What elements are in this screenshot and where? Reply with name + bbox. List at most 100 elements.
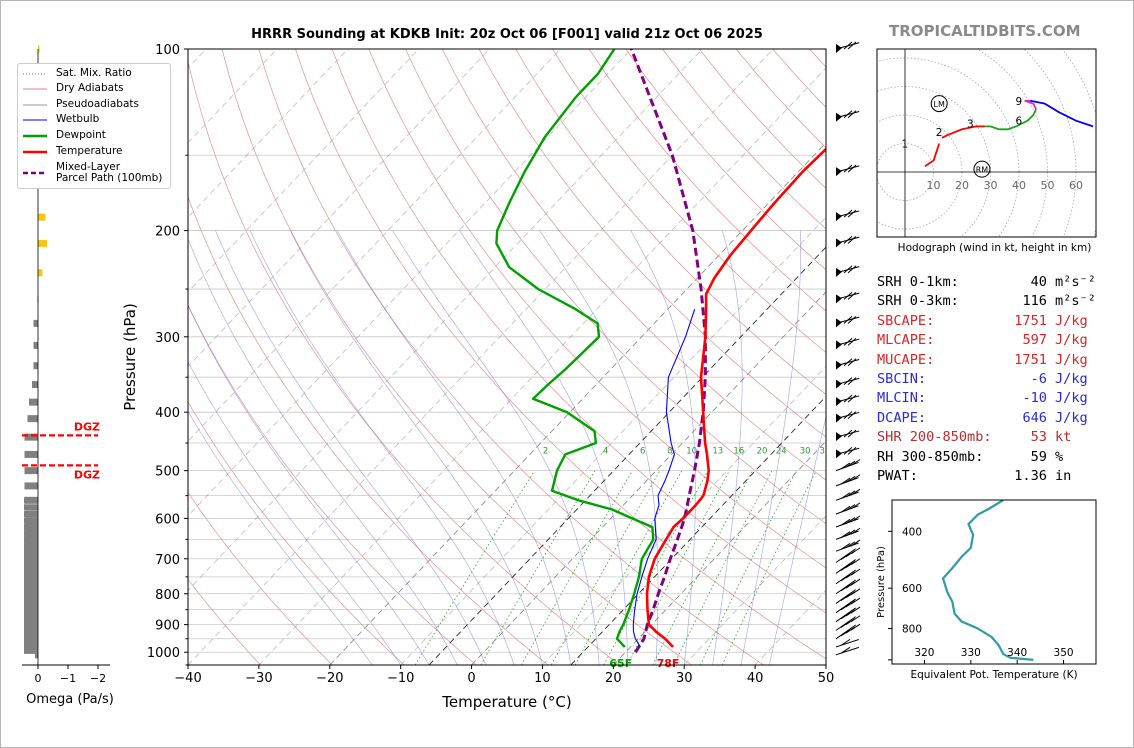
index-value: 1.36 — [1014, 468, 1047, 485]
wind-barb — [835, 597, 861, 614]
wind-barb-feather — [850, 515, 861, 523]
wind-barb — [835, 502, 861, 515]
dry-adiabat — [368, 49, 826, 569]
omega-x-tick-label: −1 — [60, 672, 76, 685]
wind-barb-feather — [850, 597, 861, 605]
wind-barb-feather — [843, 41, 853, 50]
pseudoadiabat — [188, 410, 373, 665]
x-tick-label: −20 — [316, 671, 343, 686]
index-row: RH 300-850mb: 59% — [877, 448, 1107, 467]
wind-barb-shaft — [835, 598, 856, 614]
omega-bar — [24, 639, 38, 646]
wind-barb-feather — [850, 547, 861, 555]
omega-bar — [24, 559, 38, 566]
wind-barb — [835, 606, 861, 623]
wind-barb — [835, 209, 860, 222]
omega-x-tick-label: −2 — [90, 672, 106, 685]
legend-item: Dewpoint — [18, 130, 106, 141]
wind-barb-feather — [840, 492, 851, 500]
wind-barb-feather — [850, 488, 861, 496]
wind-barb-feather — [840, 543, 851, 550]
legend-label: Mixed-Layer Parcel Path (100mb) — [56, 161, 163, 184]
wind-barb — [835, 515, 861, 528]
wind-barb-shaft — [835, 616, 856, 631]
index-row: PWAT: 1.36 in — [877, 467, 1107, 486]
y-tick-label: 700 — [155, 553, 180, 568]
thetae-y-tick-label: 600 — [902, 583, 922, 595]
wind-barb-feather — [850, 474, 861, 482]
y-tick-label: 1000 — [147, 646, 180, 661]
wind-barb-feather — [840, 505, 851, 513]
wind-barb-feather — [847, 235, 857, 244]
wind-barb-feather — [850, 568, 861, 576]
omega-x-label: Omega (Pa/s) — [26, 692, 114, 707]
legend-item: Pseudoadiabats — [18, 99, 139, 110]
wind-barb-feather — [843, 411, 853, 420]
wind-barb-feather — [845, 476, 856, 483]
wind-barb-flag — [836, 397, 842, 407]
index-label: RH 300-850mb: — [877, 448, 984, 465]
pseudoadiabat — [336, 230, 572, 665]
legend-swatch — [23, 150, 47, 153]
wind-barb-flag — [836, 267, 842, 277]
y-tick-label: 800 — [155, 588, 180, 603]
wind-barb — [835, 429, 860, 442]
thetae-x-tick-label: 330 — [961, 647, 981, 659]
wind-barb-shaft — [835, 646, 859, 656]
index-row: MUCAPE: 1751 J/kg — [877, 351, 1107, 370]
x-tick-label: 50 — [818, 671, 835, 686]
legend-item: Mixed-Layer Parcel Path (100mb) — [18, 162, 162, 184]
omega-bar — [24, 643, 38, 650]
wind-barb-feather — [847, 164, 857, 173]
mixing-ratio-line — [652, 470, 754, 665]
parcel-path-line — [630, 49, 707, 654]
omega-bar — [24, 504, 38, 511]
thetae-y-tick-label: 400 — [902, 526, 922, 538]
pseudoadiabat — [188, 238, 458, 665]
wind-barb-flag — [836, 449, 842, 459]
omega-bar — [35, 651, 38, 659]
wind-barb — [835, 265, 860, 277]
x-tick-label: 10 — [534, 671, 551, 686]
wind-barb-shaft — [835, 579, 856, 595]
hodo-height-label: 6 — [1016, 116, 1023, 128]
legend-item: Temperature — [18, 146, 123, 157]
y-tick-label: 100 — [155, 43, 180, 58]
legend-item: Dry Adiabats — [18, 83, 124, 94]
storm-motion-label: LM — [934, 100, 945, 109]
index-value: 597 — [1022, 332, 1047, 349]
mixing-ratio-label: 36 — [820, 446, 831, 456]
y-axis-label: Pressure (hPa) — [121, 303, 139, 411]
wind-barb — [835, 315, 860, 328]
dry-adiabat — [405, 49, 826, 525]
wind-barb-feather — [843, 209, 853, 218]
x-tick-label: −40 — [174, 671, 201, 686]
hodograph-area: 10 20 30 40 50 60 1 2 3 6 9 LM RM — [877, 49, 1096, 237]
x-tick-label: 0 — [467, 671, 475, 686]
wind-barb — [835, 488, 861, 501]
thetae-y-tick-label: 800 — [902, 624, 922, 636]
hodo-height-label: 1 — [902, 139, 909, 151]
omega-bar — [29, 398, 38, 406]
legend-label: Pseudoadiabats — [56, 98, 139, 110]
wind-barb-shaft — [835, 624, 856, 640]
index-value: 646 — [1022, 409, 1047, 426]
omega-bar — [24, 575, 38, 582]
thetae-y-label: Pressure (hPa) — [876, 546, 887, 618]
thetae-frame — [891, 499, 1097, 665]
isotherm-line — [188, 49, 490, 368]
legend-label: Dewpoint — [56, 129, 106, 141]
index-unit: in — [1055, 468, 1072, 485]
pseudoadiabat — [188, 304, 430, 665]
omega-bar — [38, 239, 47, 247]
hodo-height-label: 3 — [967, 119, 974, 131]
index-label: SHR 200-850mb: — [877, 429, 992, 446]
wind-barb-feather — [843, 377, 853, 385]
index-label: SBCAPE: — [877, 312, 935, 329]
wind-barb-feather — [850, 588, 861, 596]
index-label: SBCIN: — [877, 371, 927, 388]
x-tick-label: 20 — [605, 671, 622, 686]
wind-barb — [835, 568, 861, 585]
wind-barb-feather — [847, 291, 857, 300]
mixing-ratio-label: 10 — [686, 446, 697, 456]
